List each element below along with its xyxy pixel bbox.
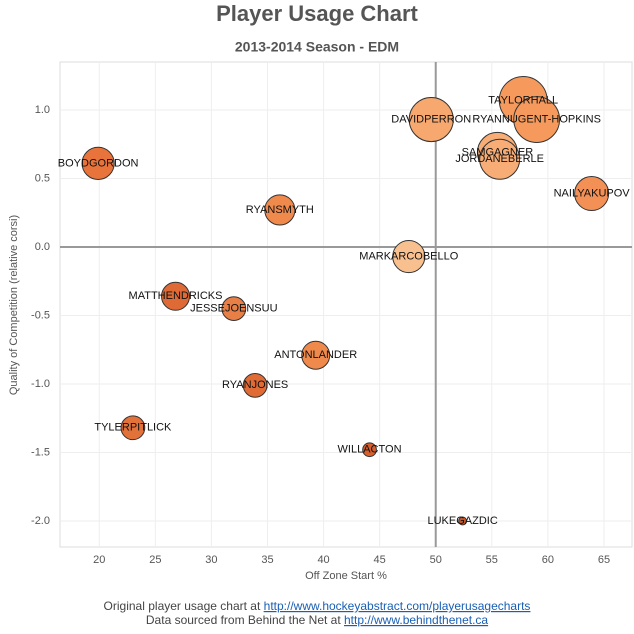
x-axis-label: Off Zone Start % [305,570,387,582]
point-label: JESSEJOENSUU [190,303,277,315]
point-label: DAVIDPERRON [391,113,471,125]
y-tick-label: -0.5 [31,309,50,321]
footer-text: Original player usage chart at [104,599,264,613]
y-tick-label: -1.5 [31,446,50,458]
bubble [264,194,296,226]
y-tick-label: 0.5 [35,172,50,184]
x-tick-label: 60 [542,554,554,566]
point-label: JORDANEBERLE [455,153,544,165]
x-tick-label: 25 [149,554,161,566]
point-label: RYANJONES [222,379,288,391]
x-tick-label: 30 [205,554,217,566]
point-label: RYANNUGENT-HOPKINS [472,113,601,125]
y-tick-label: -2.0 [31,515,50,527]
y-tick-label: 0.0 [35,241,50,253]
y-axis-label: Quality of Competition (relative corsi) [8,215,20,395]
bubble [362,442,377,458]
footer-link[interactable]: http://www.behindthenet.ca [344,613,488,627]
point-label: BOYDGORDON [58,157,139,169]
bubble [242,372,268,398]
footer-link[interactable]: http://www.hockeyabstract.com/playerusag… [264,599,531,613]
chart-title: Player Usage Chart [216,1,418,26]
point-label: NAILYAKUPOV [554,187,631,199]
point-label: TYLERPITLICK [94,422,172,434]
y-tick-label: -1.0 [31,378,50,390]
bubble [161,281,191,311]
y-tick-label: 1.0 [35,104,50,116]
bubble [479,138,521,180]
bubble [120,415,146,441]
bubble [458,516,468,526]
x-tick-label: 20 [93,554,105,566]
point-label: LUKEGAZDIC [427,515,497,527]
bubble [574,175,610,212]
x-tick-label: 55 [486,554,498,566]
chart-subtitle: 2013-2014 Season - EDM [235,39,399,55]
x-tick-label: 35 [261,554,273,566]
bubble [221,296,247,321]
point-label: RYANSMYTH [246,204,314,216]
bubble [301,340,331,370]
footer-line: Original player usage chart at http://ww… [104,599,531,613]
point-label: WILLACTON [338,444,402,456]
bubble [408,96,454,143]
point-label: ANTONLANDER [274,349,357,361]
x-tick-label: 65 [598,554,610,566]
point-label: MATTHENDRICKS [129,290,223,302]
x-tick-label: 50 [430,554,442,566]
point-label: MARKARCOBELLO [359,250,458,262]
footer-line: Data sourced from Behind the Net at http… [146,613,489,627]
footer-text: Data sourced from Behind the Net at [146,613,344,627]
x-tick-label: 45 [374,554,386,566]
point-label: TAYLORHALL [488,94,558,106]
bubble [392,239,426,274]
plot-area [59,61,633,548]
bubble [513,96,561,143]
bubble [81,146,115,180]
point-label: SAMGAGNER [462,146,534,158]
x-tick-label: 40 [317,554,329,566]
